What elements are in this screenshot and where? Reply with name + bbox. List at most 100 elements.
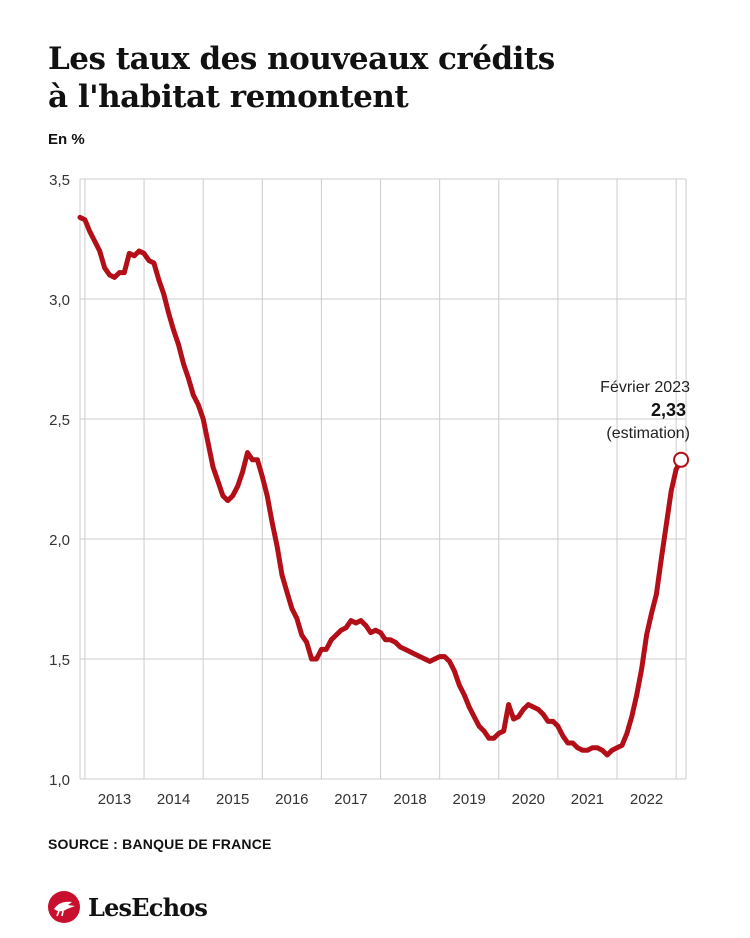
data-point — [383, 637, 388, 643]
data-point — [92, 239, 98, 244]
data-point — [595, 745, 600, 751]
data-point — [97, 248, 102, 254]
data-point — [531, 704, 536, 710]
data-point — [329, 637, 334, 643]
data-point — [412, 651, 418, 657]
data-point — [151, 260, 157, 266]
data-point — [294, 615, 300, 621]
y-tick-label: 1,5 — [49, 652, 70, 669]
data-point — [368, 630, 374, 635]
y-tick-label: 3,5 — [49, 172, 70, 189]
data-point — [609, 747, 615, 753]
data-point — [447, 659, 452, 664]
data-point — [590, 745, 595, 751]
data-point — [580, 747, 585, 753]
data-point — [181, 361, 186, 367]
data-point — [260, 474, 265, 479]
data-point — [363, 623, 369, 628]
data-point — [565, 740, 571, 746]
data-point — [343, 625, 349, 631]
data-point — [378, 630, 383, 635]
data-point — [486, 735, 492, 741]
data-point — [644, 632, 649, 638]
x-tick-label: 2019 — [453, 791, 486, 808]
data-point — [161, 291, 167, 297]
data-point — [353, 620, 359, 626]
annotation-value: 2,33 — [651, 400, 686, 420]
data-point — [427, 659, 433, 664]
x-tick-label: 2021 — [571, 791, 604, 808]
data-point — [141, 251, 147, 256]
data-point — [348, 618, 354, 623]
data-point — [634, 692, 639, 698]
x-tick-label: 2014 — [157, 791, 190, 808]
data-point — [575, 745, 580, 751]
data-point — [240, 469, 245, 475]
data-point — [585, 747, 590, 753]
data-point — [614, 745, 620, 751]
data-point — [654, 591, 659, 597]
data-point — [452, 668, 457, 674]
data-point — [82, 217, 88, 223]
data-point — [526, 702, 531, 707]
data-point — [481, 728, 487, 734]
chart-title: Les taux des nouveaux crédits à l'habita… — [48, 40, 688, 116]
x-tick-label: 2022 — [630, 791, 663, 808]
data-point — [535, 707, 541, 712]
logo-bird-icon — [48, 891, 80, 923]
data-point — [299, 632, 305, 638]
data-point — [314, 656, 319, 662]
data-point — [560, 733, 566, 739]
data-point — [358, 618, 364, 623]
data-point — [146, 258, 152, 263]
data-point — [195, 402, 201, 407]
data-point — [673, 467, 679, 472]
data-point — [117, 270, 122, 275]
data-point — [604, 752, 610, 758]
data-point — [619, 743, 625, 748]
data-point — [230, 493, 235, 499]
title-line-2: à l'habitat remontent — [48, 79, 409, 115]
data-point — [131, 253, 137, 259]
grid — [79, 178, 687, 780]
data-point — [87, 229, 93, 235]
end-point-marker — [673, 451, 690, 468]
annotation-date: Février 2023 — [600, 379, 690, 396]
data-point — [210, 464, 216, 470]
y-tick-label: 1,0 — [49, 772, 70, 789]
data-point — [373, 627, 378, 633]
annotation-note: (estimation) — [606, 425, 690, 442]
annotation: Février 2023 2,33 (estimation) — [600, 379, 690, 468]
source-note: SOURCE : BANQUE DE FRANCE — [48, 836, 272, 852]
title-line-1: Les taux des nouveaux crédits — [48, 41, 555, 77]
data-point — [319, 647, 324, 652]
data-point — [501, 728, 507, 734]
data-point — [166, 311, 171, 316]
data-point — [127, 251, 132, 256]
data-point — [476, 723, 482, 729]
data-point — [324, 647, 329, 652]
data-point — [407, 649, 413, 655]
data-point — [629, 714, 635, 719]
data-point — [200, 416, 206, 422]
data-point — [176, 342, 181, 347]
data-point — [462, 692, 467, 698]
data-point — [235, 483, 240, 489]
data-point — [555, 723, 561, 729]
data-point — [205, 440, 211, 446]
data-point — [521, 707, 526, 712]
x-axis-ticks: 2013 2014 2015 2016 2017 2018 2019 2020 2021 2022 — [98, 791, 663, 808]
data-point — [397, 644, 403, 650]
data-point — [471, 714, 477, 719]
y-axis-ticks: 1,0 1,5 2,0 2,5 3,0 3,5 — [49, 172, 70, 789]
data-point — [511, 716, 516, 722]
data-point — [136, 248, 142, 254]
data-point — [516, 714, 521, 719]
logo-text: LesEchos — [88, 892, 208, 922]
x-tick-label: 2020 — [512, 791, 545, 808]
data-point — [250, 457, 255, 463]
data-point — [102, 265, 107, 271]
data-point — [107, 272, 112, 278]
data-point — [442, 654, 447, 659]
data-point — [245, 450, 250, 455]
